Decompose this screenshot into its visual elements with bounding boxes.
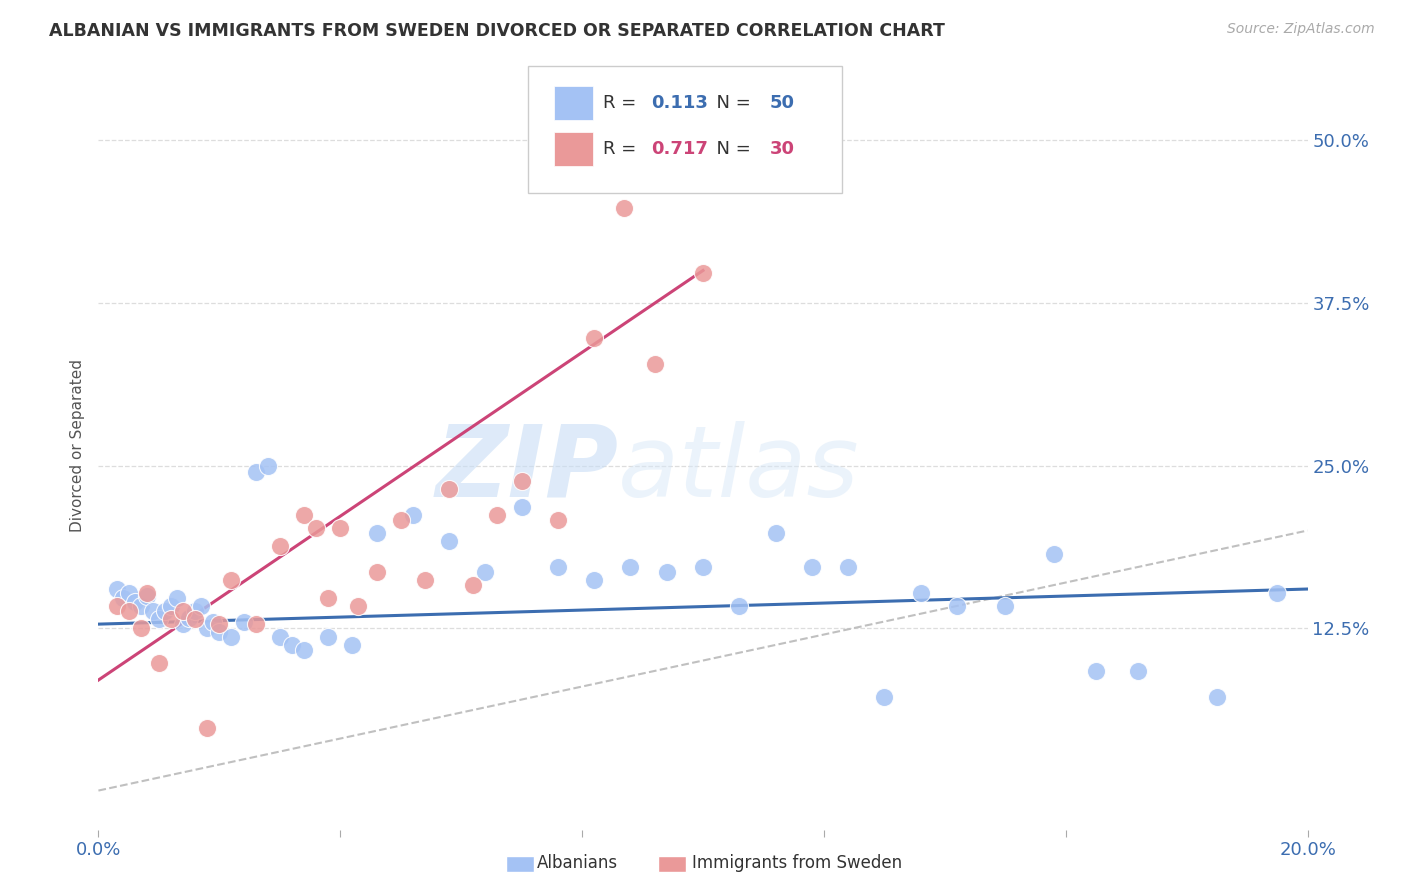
Point bbox=[124, 595, 146, 609]
Point bbox=[366, 565, 388, 579]
Point bbox=[583, 331, 606, 345]
Text: 50: 50 bbox=[769, 94, 794, 112]
Point bbox=[437, 482, 460, 496]
Point bbox=[547, 513, 569, 527]
Point bbox=[195, 621, 218, 635]
Point bbox=[316, 630, 339, 644]
Point bbox=[800, 560, 823, 574]
Point bbox=[1267, 586, 1289, 600]
Point bbox=[305, 521, 328, 535]
Point bbox=[347, 599, 370, 613]
Point bbox=[692, 266, 714, 280]
Point bbox=[342, 638, 364, 652]
Point bbox=[172, 617, 194, 632]
Point bbox=[208, 617, 231, 632]
Point bbox=[873, 690, 896, 704]
Point bbox=[946, 599, 969, 613]
Text: R =: R = bbox=[603, 140, 641, 158]
Point bbox=[142, 604, 165, 618]
Point bbox=[413, 573, 436, 587]
Point bbox=[221, 630, 243, 644]
Text: N =: N = bbox=[706, 94, 756, 112]
Point bbox=[329, 521, 352, 535]
Point bbox=[148, 656, 170, 670]
Point bbox=[105, 599, 128, 613]
Point bbox=[111, 591, 134, 606]
Text: Immigrants from Sweden: Immigrants from Sweden bbox=[692, 855, 901, 872]
Point bbox=[583, 573, 606, 587]
Text: Source: ZipAtlas.com: Source: ZipAtlas.com bbox=[1227, 22, 1375, 37]
Point bbox=[765, 526, 787, 541]
Point bbox=[389, 513, 412, 527]
Text: 30: 30 bbox=[769, 140, 794, 158]
Text: ZIP: ZIP bbox=[436, 420, 619, 517]
Point bbox=[166, 591, 188, 606]
Point bbox=[135, 589, 157, 603]
Point bbox=[463, 578, 485, 592]
Point bbox=[613, 201, 636, 215]
Point bbox=[148, 612, 170, 626]
Text: Albanians: Albanians bbox=[537, 855, 619, 872]
Text: 0.717: 0.717 bbox=[651, 140, 707, 158]
Point bbox=[994, 599, 1017, 613]
Point bbox=[644, 357, 666, 371]
Point bbox=[160, 612, 183, 626]
Point bbox=[135, 586, 157, 600]
Point bbox=[474, 565, 496, 579]
FancyBboxPatch shape bbox=[527, 66, 842, 193]
Point bbox=[190, 599, 212, 613]
Point bbox=[160, 599, 183, 613]
Point bbox=[619, 560, 641, 574]
Text: atlas: atlas bbox=[619, 420, 860, 517]
Point bbox=[1042, 547, 1064, 561]
Point bbox=[316, 591, 339, 606]
Point bbox=[129, 599, 152, 613]
Point bbox=[655, 565, 678, 579]
Point bbox=[281, 638, 304, 652]
FancyBboxPatch shape bbox=[554, 86, 593, 120]
Text: R =: R = bbox=[603, 94, 641, 112]
Point bbox=[195, 721, 218, 735]
Point bbox=[179, 610, 201, 624]
Text: 0.113: 0.113 bbox=[651, 94, 707, 112]
Point bbox=[510, 500, 533, 515]
Point bbox=[437, 533, 460, 548]
Point bbox=[402, 508, 425, 522]
Point bbox=[269, 630, 291, 644]
FancyBboxPatch shape bbox=[554, 132, 593, 167]
Point bbox=[292, 508, 315, 522]
Point bbox=[184, 604, 207, 618]
Point bbox=[1085, 664, 1108, 678]
Point bbox=[172, 604, 194, 618]
Point bbox=[486, 508, 509, 522]
Point bbox=[208, 624, 231, 639]
Point bbox=[153, 604, 176, 618]
Y-axis label: Divorced or Separated: Divorced or Separated bbox=[70, 359, 86, 533]
Point bbox=[221, 573, 243, 587]
Point bbox=[547, 560, 569, 574]
Point bbox=[232, 615, 254, 629]
Point bbox=[202, 615, 225, 629]
Point bbox=[269, 539, 291, 553]
Point bbox=[728, 599, 751, 613]
Text: ALBANIAN VS IMMIGRANTS FROM SWEDEN DIVORCED OR SEPARATED CORRELATION CHART: ALBANIAN VS IMMIGRANTS FROM SWEDEN DIVOR… bbox=[49, 22, 945, 40]
Point bbox=[184, 612, 207, 626]
Point bbox=[245, 617, 267, 632]
Point bbox=[118, 586, 141, 600]
Point bbox=[837, 560, 859, 574]
Point bbox=[245, 465, 267, 479]
Point bbox=[105, 582, 128, 596]
Text: N =: N = bbox=[706, 140, 756, 158]
Point bbox=[692, 560, 714, 574]
Point bbox=[129, 621, 152, 635]
Point bbox=[510, 474, 533, 488]
Point bbox=[292, 643, 315, 657]
Point bbox=[1206, 690, 1229, 704]
Point bbox=[366, 526, 388, 541]
Point bbox=[118, 604, 141, 618]
Point bbox=[910, 586, 932, 600]
Point bbox=[1128, 664, 1150, 678]
Point bbox=[256, 458, 278, 473]
